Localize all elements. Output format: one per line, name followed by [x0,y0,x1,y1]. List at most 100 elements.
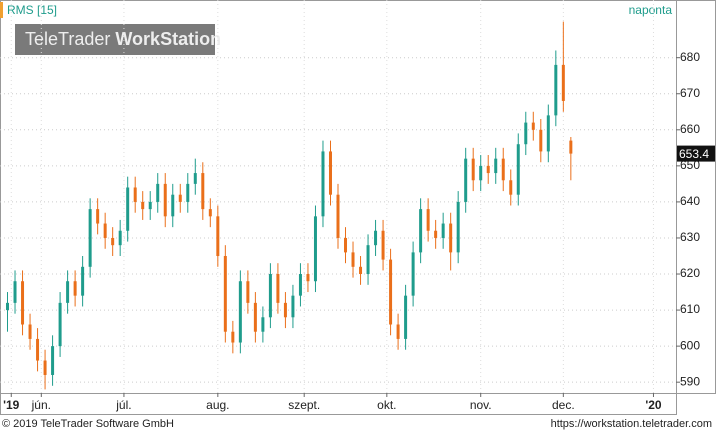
url: https://workstation.teletrader.com [551,418,712,430]
candle-body [328,151,332,195]
candle-body [283,302,287,318]
y-tick-label: 600 [680,338,700,352]
candle-body [313,216,317,282]
candle-body [133,187,137,202]
candle-body [456,201,460,253]
candle-body [298,274,302,296]
candle-body [494,158,498,174]
x-tick-label: dec. [552,398,575,412]
candle-body [426,209,430,231]
candle-body [261,317,265,332]
candle-body [366,245,370,275]
last-value-box [677,145,715,162]
candle-body [546,115,550,152]
candle-body [246,281,250,303]
candle-body [411,252,415,296]
candle-body [231,331,235,343]
candle-body [539,129,543,152]
candle-body [464,158,468,202]
x-tick-label: '19 [3,398,20,412]
x-tick-label: szept. [288,398,320,412]
candle-body [441,223,445,238]
candle-body [479,165,483,181]
candle-body [396,324,400,339]
candle-body [156,183,160,202]
candle-body [374,230,378,246]
logo-box [15,24,215,55]
candle-body [216,216,220,256]
candle-body [569,140,573,154]
candle-body [389,259,393,325]
candle-body [36,338,40,361]
candle-body [96,209,100,224]
last-value-label: 653.4 [679,147,709,161]
candle-body [336,194,340,238]
candle-body [501,158,505,181]
y-tick-label: 660 [680,122,700,136]
candle-body [291,295,295,318]
y-tick-label: 640 [680,194,700,208]
candle-body [88,209,92,267]
candle-body [21,281,25,325]
candle-body [81,266,85,296]
series-marker [0,2,3,18]
candle-body [73,281,77,296]
candle-body [238,281,242,343]
x-tick-label: aug. [206,398,229,412]
candle-body [201,173,205,210]
candle-body [531,122,535,130]
candle-body [118,230,122,246]
candle-body [351,252,355,267]
candle-body [321,151,325,217]
candle-body [51,346,55,375]
candle-body [111,237,115,246]
y-tick-label: 670 [680,86,700,100]
candle-body [178,194,182,202]
x-tick-label: nov. [470,398,492,412]
y-tick-label: 630 [680,230,700,244]
candle-body [561,64,565,101]
copyright: © 2019 TeleTrader Software GmbH [2,418,174,430]
candle-body [58,302,62,347]
x-axis-frame [0,393,677,415]
candle-body [516,144,520,195]
candle-body [103,223,107,238]
x-tick-label: júl. [115,398,131,412]
candle-body [486,165,490,174]
candle-body [171,194,175,217]
candle-body [193,173,197,184]
candle-body [471,158,475,181]
candle-body [509,180,513,195]
candle-body [43,360,47,375]
period-label: naponta [629,3,673,17]
candle-body [126,187,130,231]
candle-body [253,302,257,332]
candle-body [434,230,438,238]
candle-body [148,201,152,210]
candle-body [186,183,190,202]
candle-body [6,302,10,311]
candle-body [66,281,70,303]
y-tick-label: 620 [680,266,700,280]
candle-body [344,237,348,253]
x-tick-label: jún. [31,398,51,412]
candle-body [419,209,423,253]
candle-body [223,255,227,332]
candle-body [381,230,385,260]
candle-body [141,201,145,210]
logo: TeleTrader WorkStation [25,29,221,49]
candle-body [524,122,528,145]
candle-body [359,266,363,275]
logo-light: TeleTrader [25,29,110,49]
x-tick-label: '20 [645,398,662,412]
logo-bold: WorkStation [115,29,221,49]
candle-body [13,281,17,303]
y-tick-label: 680 [680,50,700,64]
candle-body [268,274,272,318]
y-tick-label: 610 [680,302,700,316]
candle-body [208,209,212,217]
x-tick-label: okt. [377,398,396,412]
candle-body [449,223,453,253]
chart-title: RMS [15] [7,3,57,17]
